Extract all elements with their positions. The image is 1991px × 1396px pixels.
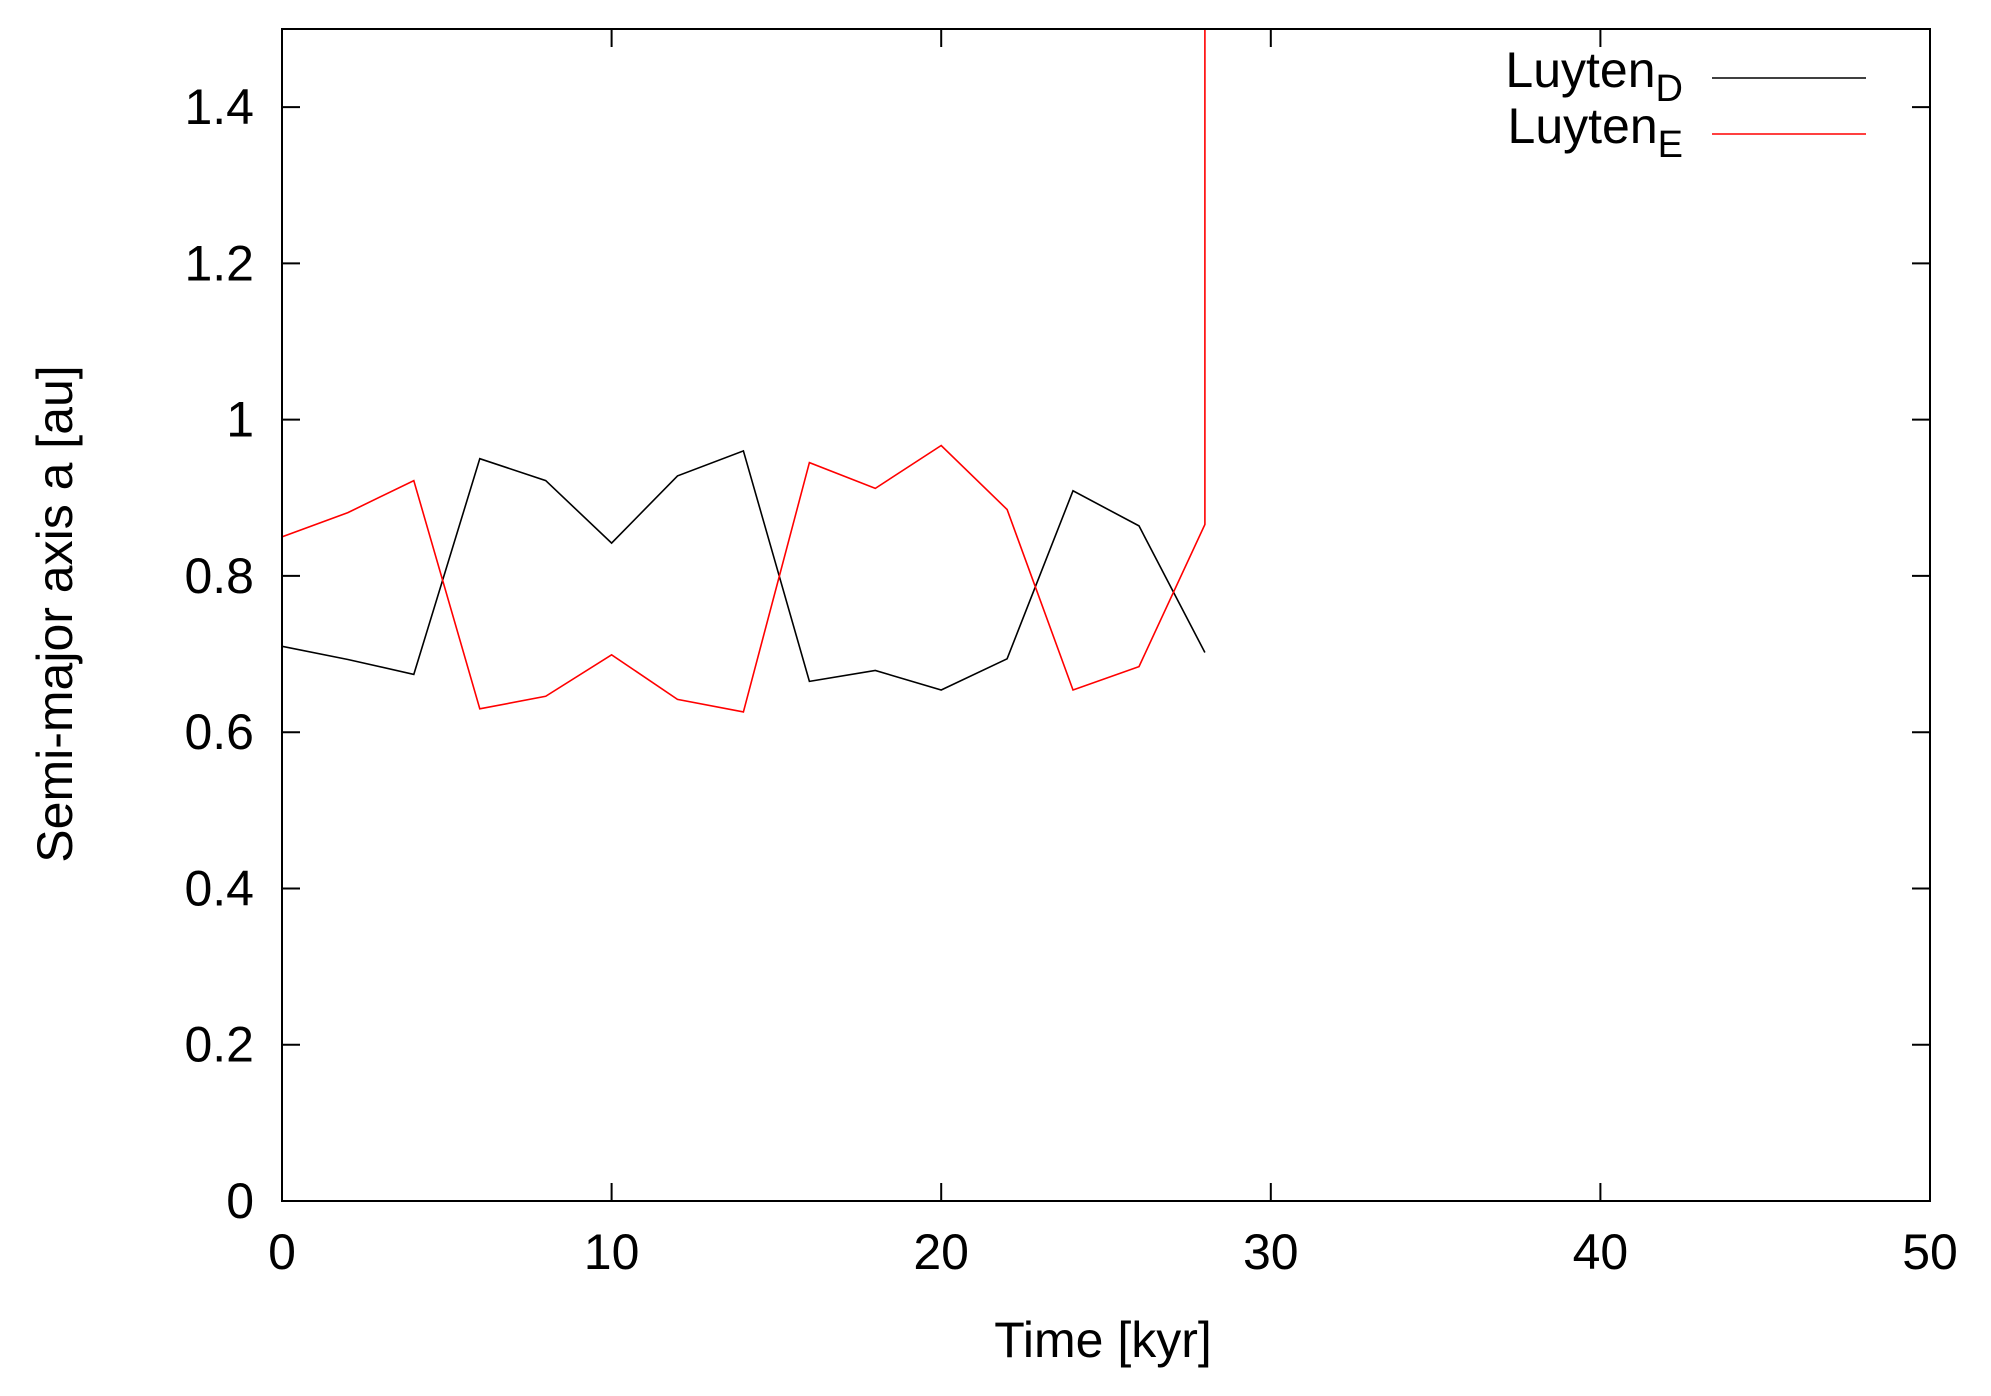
y-tick-label: 0.8 xyxy=(184,548,254,604)
plot-area-border xyxy=(281,28,1931,1202)
series-line-luyten-d xyxy=(282,449,1206,691)
legend-label-name: Luyten xyxy=(1505,42,1655,98)
x-tick-label: 40 xyxy=(1573,1224,1629,1280)
legend-label-subscript: D xyxy=(1656,68,1683,110)
series-lines xyxy=(282,29,1206,713)
x-tick-label: 50 xyxy=(1902,1224,1958,1280)
y-tick-label: 1 xyxy=(226,392,254,448)
legend-label-name: Luyten xyxy=(1508,98,1658,154)
y-tick-label: 0.6 xyxy=(184,704,254,760)
legend-label: LuytenD xyxy=(1505,42,1683,110)
x-tick-label: 20 xyxy=(913,1224,969,1280)
series-line-luyten-e xyxy=(282,29,1206,713)
y-tick-label: 0.2 xyxy=(184,1017,254,1073)
x-tick-label: 30 xyxy=(1243,1224,1299,1280)
tick-labels: 0 0.2 0.4 0.6 0.8 1 1.2 1.4 0 10 20 30 40 50 xyxy=(184,79,1957,1280)
y-tick-label: 1.2 xyxy=(184,235,254,291)
legend-label: LuytenE xyxy=(1508,98,1683,166)
legend-label-subscript: E xyxy=(1658,124,1683,166)
x-tick-label: 0 xyxy=(268,1224,296,1280)
x-axis-label: Time [kyr] xyxy=(994,1312,1212,1368)
y-axis-label: Semi-major axis a [au] xyxy=(27,365,83,862)
axis-ticks xyxy=(281,29,1931,1202)
y-tick-label: 0 xyxy=(226,1173,254,1229)
x-tick-label: 10 xyxy=(584,1224,640,1280)
y-tick-label: 0.4 xyxy=(184,860,254,916)
y-tick-label: 1.4 xyxy=(184,79,254,135)
